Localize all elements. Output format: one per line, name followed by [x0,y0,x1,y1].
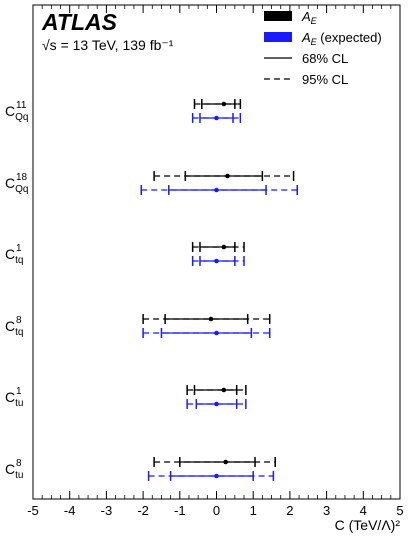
x-tick-label: -3 [101,503,113,518]
category-subscript: tq [15,255,23,266]
interval-observed [153,171,295,181]
central-point [214,330,219,336]
central-point [214,473,219,479]
legend-item-expected: AE (expected) [264,30,382,47]
legend-label-suffix: (expected) [317,30,382,45]
category-superscript: 1 [16,386,22,397]
x-tick-label: 2 [286,503,293,518]
y-category-label: Ctq [5,246,23,266]
legend-label-main: A [301,30,311,45]
interval-expected [186,399,247,409]
interval-observed [186,385,247,395]
experiment-label: ATLAS [41,9,118,35]
y-category-label: Ctu [5,461,23,481]
legend-label-sub: E [311,37,318,47]
x-axis: -5 -4 -3 -2 -1 0 1 2 3 4 5 [27,5,404,518]
y-category-label: Ctu [5,389,23,409]
y-category-label: Ctq [5,318,23,338]
category-subscript: tq [15,327,23,338]
legend-item-observed: AE [264,9,318,26]
x-axis-label: C (TeV/Λ)² [335,517,401,533]
legend-label-sub: E [311,16,318,26]
category-superscript: 8 [16,458,22,469]
central-point [214,401,219,407]
category-subscript: Qq [15,184,28,195]
interval-expected [191,113,242,123]
chart-marks [140,99,298,481]
x-tick-label: 4 [360,503,367,518]
category-subscript: Qq [15,112,28,123]
y-category-label: CQq [5,175,28,195]
category-subscript: tu [15,398,23,409]
interval-observed [142,314,271,324]
legend-label: AE [301,9,318,26]
category-superscript: 18 [16,172,28,183]
interval-expected [142,328,271,338]
central-point [223,459,228,465]
interval-expected [191,256,245,266]
interval-expected [140,185,298,195]
central-point [208,316,214,322]
y-category-label: CQq [5,103,28,123]
x-tick-label: -5 [27,503,39,518]
interval-expected [147,471,275,481]
legend-item-cl68: 68% CL [264,51,348,66]
x-tick-label: 5 [396,503,403,518]
central-point [214,187,219,193]
category-base: C [5,103,15,119]
x-tick-label: -1 [174,503,186,518]
legend-label: 68% CL [302,51,348,66]
central-point [221,387,227,393]
legend-label-main: A [301,9,311,24]
legend-swatch [264,11,292,21]
interval-observed [193,99,242,109]
central-point [225,173,230,179]
interval-observed [153,457,276,467]
legend-label: AE (expected) [301,30,382,47]
category-superscript: 8 [16,315,22,326]
category-base: C [5,461,15,477]
category-superscript: 11 [16,100,27,111]
x-tick-label: -4 [64,503,76,518]
central-point [214,258,219,264]
interval-observed [191,242,245,252]
x-tick-label: -2 [137,503,149,518]
category-base: C [5,318,15,334]
legend-item-cl95: 95% CL [264,72,348,87]
category-superscript: 1 [16,243,22,254]
energy-lumi-label: √s = 13 TeV, 139 fb⁻¹ [42,37,174,53]
central-point [221,101,227,107]
legend-label: 95% CL [302,72,348,87]
x-tick-label: 0 [213,503,220,518]
category-base: C [5,175,15,191]
x-tick-label: 1 [250,503,257,518]
x-tick-label: 3 [323,503,330,518]
legend-swatch [264,32,292,42]
central-point [221,244,227,250]
category-base: C [5,246,15,262]
category-subscript: tu [15,470,23,481]
category-base: C [5,389,15,405]
central-point [214,115,219,121]
